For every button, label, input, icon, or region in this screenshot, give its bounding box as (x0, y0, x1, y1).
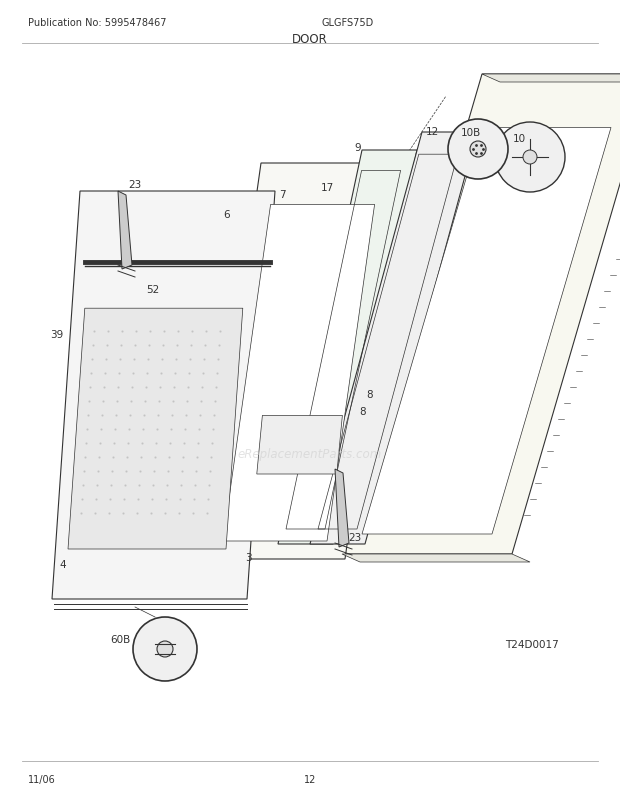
Text: 8: 8 (366, 390, 373, 399)
Ellipse shape (157, 642, 173, 657)
Polygon shape (310, 133, 477, 545)
Text: 23: 23 (128, 180, 141, 190)
Text: 12: 12 (304, 774, 316, 784)
Text: 10B: 10B (461, 128, 481, 138)
Text: 4: 4 (60, 559, 66, 569)
Text: Publication No: 5995478467: Publication No: 5995478467 (28, 18, 167, 28)
Polygon shape (223, 205, 374, 541)
Polygon shape (362, 128, 611, 534)
Text: 52: 52 (146, 285, 159, 294)
Text: 10: 10 (513, 134, 526, 144)
Text: GLGFS75D: GLGFS75D (322, 18, 374, 28)
Text: 7: 7 (278, 190, 285, 200)
Text: 12: 12 (425, 127, 438, 137)
Text: 9: 9 (355, 143, 361, 153)
Text: 17: 17 (321, 183, 334, 192)
Polygon shape (257, 416, 342, 475)
Polygon shape (278, 151, 417, 545)
Ellipse shape (470, 142, 486, 158)
Text: 23: 23 (348, 533, 361, 542)
Text: DOOR: DOOR (292, 33, 328, 46)
Ellipse shape (448, 119, 508, 180)
Text: eReplacementParts.com: eReplacementParts.com (238, 448, 382, 461)
Ellipse shape (133, 618, 197, 681)
Polygon shape (335, 469, 349, 547)
Polygon shape (68, 309, 243, 549)
Text: 8: 8 (360, 407, 366, 416)
Text: 11/06: 11/06 (28, 774, 56, 784)
Text: 3: 3 (245, 553, 251, 562)
Ellipse shape (523, 151, 537, 164)
Polygon shape (118, 192, 132, 269)
Text: 39: 39 (50, 330, 64, 339)
Polygon shape (342, 75, 620, 554)
Polygon shape (205, 164, 401, 559)
Text: 6: 6 (224, 210, 230, 220)
Polygon shape (482, 75, 620, 83)
Text: 60B: 60B (110, 634, 130, 644)
Polygon shape (52, 192, 275, 599)
Polygon shape (342, 554, 530, 562)
Text: T24D0017: T24D0017 (505, 639, 559, 649)
Ellipse shape (495, 123, 565, 192)
